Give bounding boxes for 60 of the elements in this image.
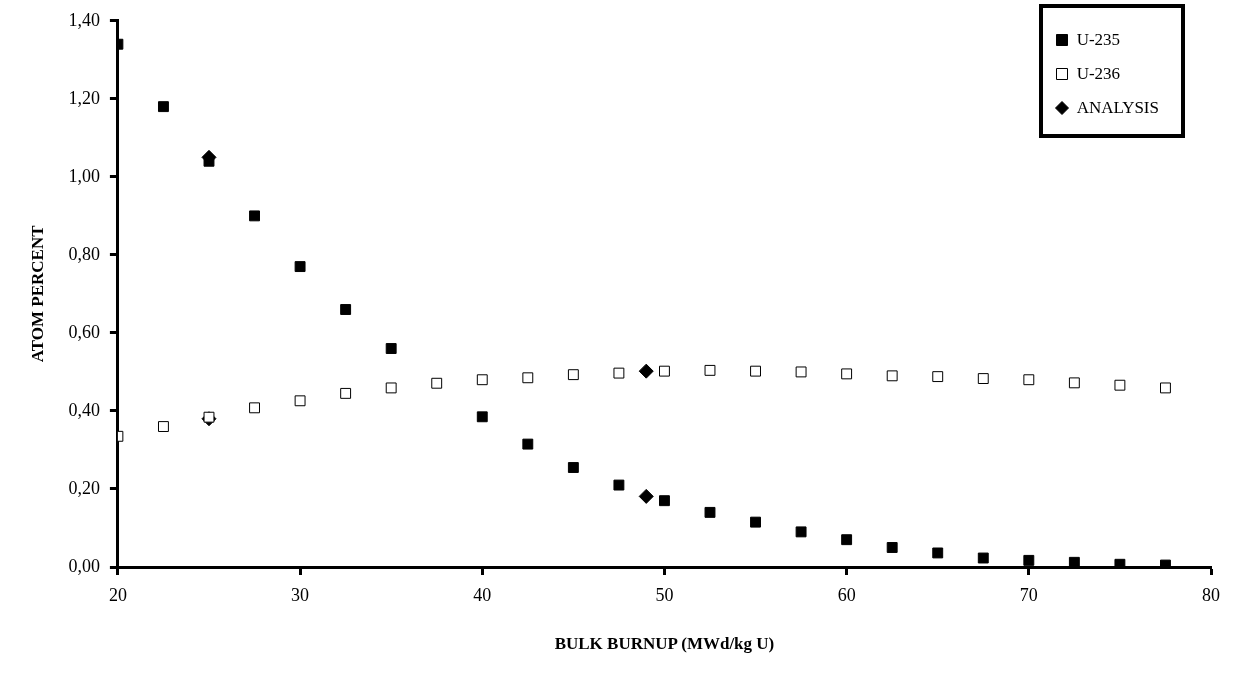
point bbox=[932, 371, 944, 383]
x-tick-label: 50 bbox=[655, 584, 674, 605]
point bbox=[294, 261, 306, 273]
point bbox=[977, 552, 989, 564]
point bbox=[750, 516, 761, 528]
point bbox=[1160, 559, 1171, 567]
point bbox=[613, 479, 625, 491]
point bbox=[340, 304, 352, 315]
point bbox=[1114, 558, 1126, 567]
x-tick-label: 40 bbox=[473, 584, 492, 605]
point bbox=[522, 438, 534, 450]
point bbox=[886, 370, 898, 382]
point bbox=[704, 506, 716, 518]
y-tick-label: 1,40 bbox=[68, 9, 100, 30]
legend-label: ANALYSIS bbox=[1076, 98, 1159, 118]
y-tick-label: 0,00 bbox=[68, 555, 100, 576]
y-tick-label: 0,20 bbox=[68, 477, 100, 498]
point bbox=[1023, 554, 1035, 566]
y-tick-label: 0,40 bbox=[68, 399, 100, 420]
point bbox=[567, 369, 579, 381]
point bbox=[1068, 377, 1080, 389]
point bbox=[841, 368, 853, 380]
y-axis-title: ATOM PERCENT bbox=[27, 224, 47, 363]
x-axis-title: BULK BURNUP (MWd/kg U) bbox=[554, 634, 775, 654]
point bbox=[886, 542, 898, 553]
x-tick-label: 20 bbox=[108, 584, 127, 605]
point bbox=[522, 372, 534, 384]
point bbox=[795, 366, 807, 378]
y-tick-label: 0,60 bbox=[68, 321, 100, 342]
point bbox=[294, 395, 306, 407]
point bbox=[795, 526, 807, 538]
point bbox=[638, 363, 654, 379]
point bbox=[340, 387, 352, 399]
x-tick-label: 60 bbox=[837, 584, 856, 605]
y-tick-label: 1,00 bbox=[68, 165, 100, 186]
point bbox=[431, 377, 443, 389]
point bbox=[1068, 556, 1080, 567]
x-tick-label: 70 bbox=[1019, 584, 1038, 605]
y-tick-label: 1,20 bbox=[68, 87, 100, 108]
point bbox=[249, 210, 260, 222]
point bbox=[385, 382, 397, 394]
point bbox=[203, 411, 215, 423]
point bbox=[659, 495, 670, 507]
x-tick-label: 30 bbox=[291, 584, 310, 605]
y-tick-label: 0,80 bbox=[68, 243, 100, 264]
point bbox=[932, 547, 944, 559]
x-tick-label: 80 bbox=[1202, 584, 1220, 605]
point bbox=[613, 367, 625, 379]
point bbox=[1114, 379, 1126, 391]
point bbox=[158, 101, 169, 113]
point bbox=[567, 462, 579, 473]
point bbox=[704, 364, 716, 376]
point bbox=[385, 343, 397, 354]
legend-label: U-236 bbox=[1076, 64, 1121, 84]
point bbox=[476, 374, 488, 386]
point bbox=[638, 488, 654, 504]
point bbox=[1023, 374, 1035, 386]
point bbox=[476, 411, 488, 423]
point bbox=[841, 534, 853, 546]
legend-label: U-235 bbox=[1076, 30, 1121, 50]
